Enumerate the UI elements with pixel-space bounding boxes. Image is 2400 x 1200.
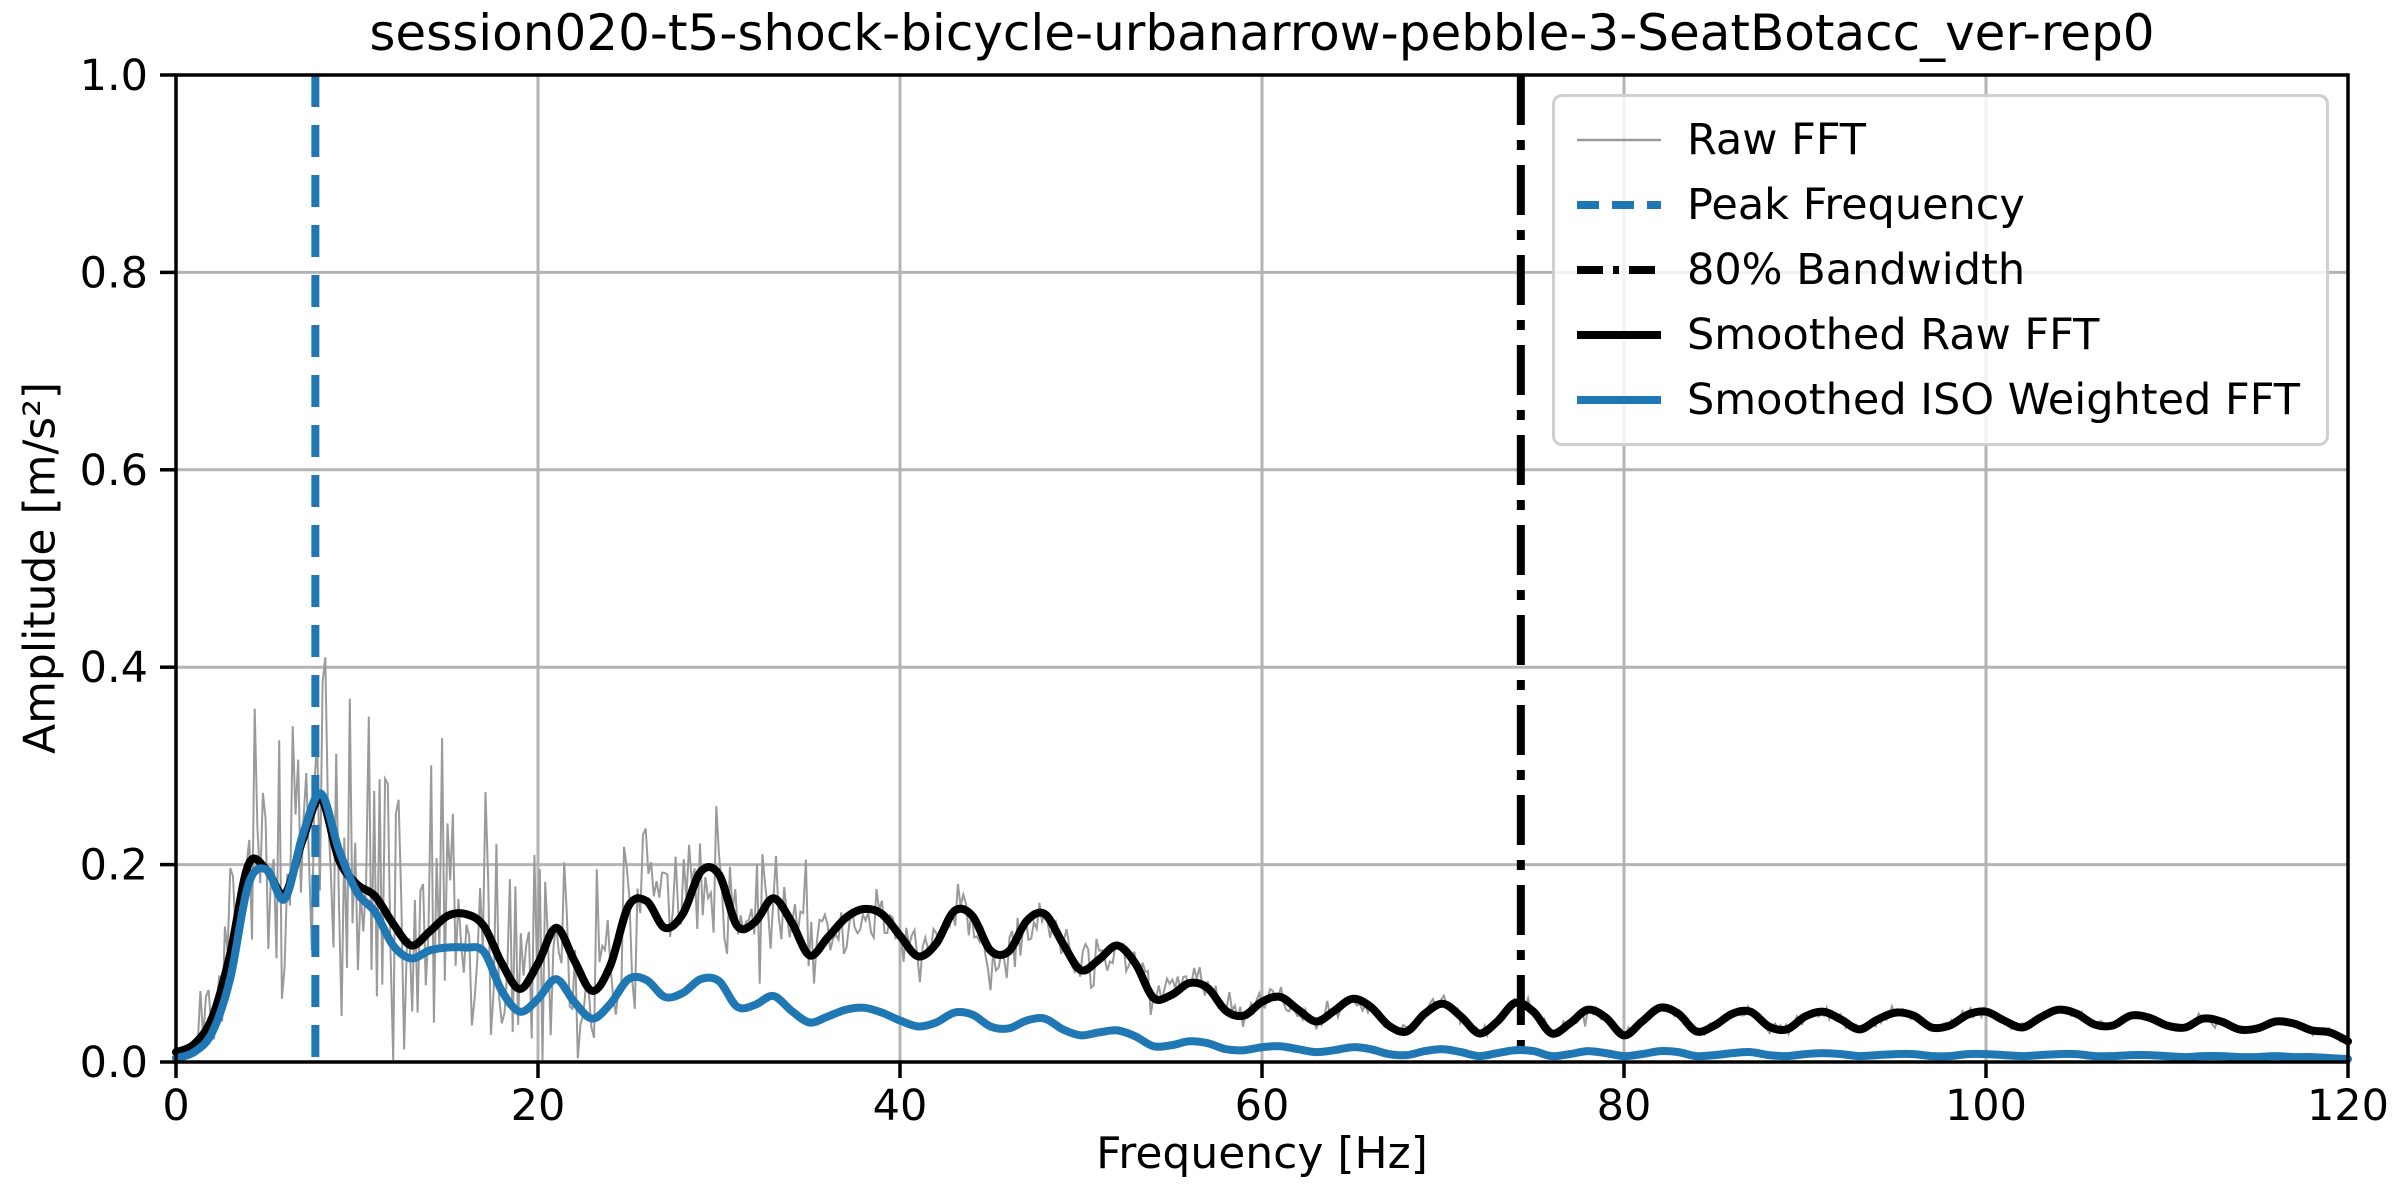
legend-swatch-dashdot [1576,266,1661,274]
legend-label: Raw FFT [1686,115,1867,165]
legend-swatch-solid [1576,396,1661,404]
x-tick-label: 20 [511,1081,566,1131]
y-tick-label: 1.0 [80,51,148,101]
y-tick-label: 0.8 [80,248,148,298]
y-tick-label: 0.6 [80,446,148,496]
y-tick-label: 0.4 [80,643,148,693]
legend-label: Peak Frequency [1686,180,2025,230]
legend-label: Smoothed ISO Weighted FFT [1686,375,2300,425]
y-axis-label: Amplitude [m/s²] [14,381,66,755]
smoothed-raw-fft-line [172,794,2352,1057]
legend-label: Smoothed Raw FFT [1686,310,2100,360]
x-tick-label: 60 [1235,1081,1290,1131]
y-tick-label: 0.2 [80,841,148,891]
x-tick-label: 0 [162,1081,189,1131]
legend-entry-smoothed-raw-fft: Smoothed Raw FFT [1575,310,2300,360]
smoothed-iso-weighted-fft-line [172,789,2352,1063]
legend-label: 80% Bandwidth [1686,245,2026,295]
x-tick-label: 120 [2307,1081,2389,1131]
y-tick-label: 0.0 [80,1038,148,1088]
chart-title: session020-t5-shock-bicycle-urbanarrow-p… [369,4,2155,62]
x-tick-label: 40 [873,1081,928,1131]
legend-entry-peak-frequency: Peak Frequency [1575,180,2300,230]
x-tick-label: 80 [1597,1081,1652,1131]
legend-entry-80-bandwidth: 80% Bandwidth [1575,245,2300,295]
legend-entry-smoothed-iso-weighted-fft: Smoothed ISO Weighted FFT [1575,375,2300,425]
x-tick-label: 100 [1945,1081,2027,1131]
legend-box: Raw FFT Peak Frequency 80% Bandwidth Smooth… [1551,94,2329,446]
legend-entry-raw-fft: Raw FFT [1575,115,2300,165]
legend-swatch-solid [1576,138,1661,142]
legend-swatch-solid [1576,331,1661,339]
legend-swatch-dashed [1576,201,1661,209]
x-axis-label: Frequency [Hz] [1096,1128,1428,1179]
